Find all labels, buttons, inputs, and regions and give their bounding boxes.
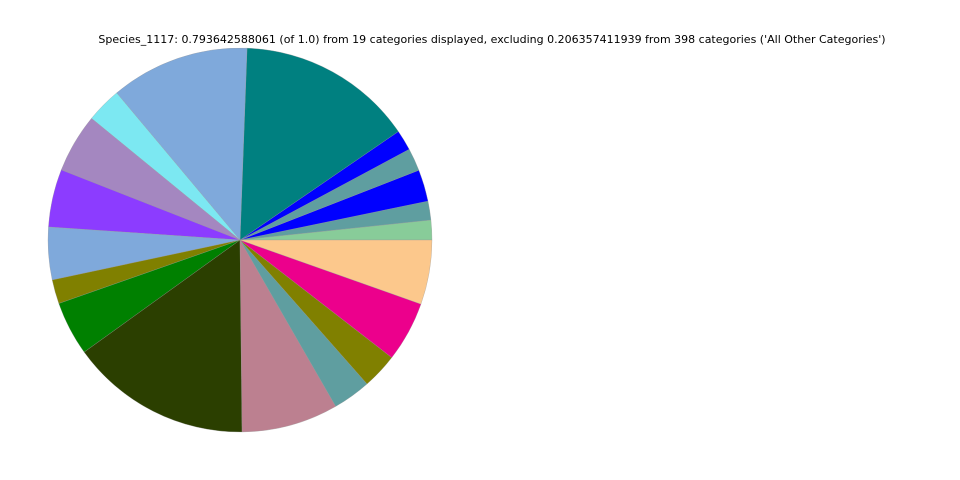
pie-slice [239, 239, 336, 433]
pie-slice [239, 239, 433, 305]
pie-slice [239, 47, 399, 241]
pie-slice [116, 47, 248, 241]
chart-title: Species_1117: 0.793642588061 (of 1.0) fr… [98, 33, 885, 46]
pie-slice [83, 239, 243, 433]
